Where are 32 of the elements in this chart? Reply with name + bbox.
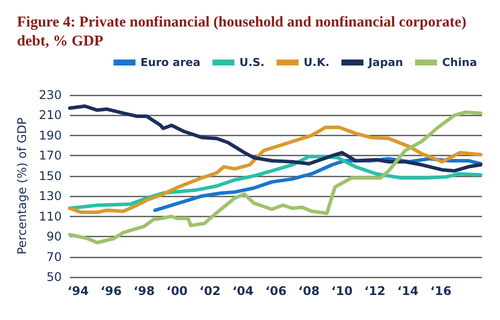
x-tick-label: ‘08 [298, 284, 320, 298]
legend-label: Japan [367, 56, 404, 69]
legend-label: U.K. [304, 56, 330, 69]
line-series [68, 110, 482, 244]
y-tick-label: 150 [38, 168, 62, 183]
chart-title: Figure 4: Private nonfinancial (household and nonfinancial corporate) debt, % GDP [17, 14, 470, 50]
x-tick-label: ‘96 [100, 284, 122, 298]
x-tick-label: ‘02 [199, 284, 221, 298]
legend-label: Euro area [140, 56, 200, 69]
y-tick-label: 50 [46, 270, 62, 284]
y-tick-label: 210 [38, 108, 62, 122]
x-tick-label: ‘16 [430, 284, 452, 298]
x-tick-label: ‘06 [265, 284, 287, 298]
y-tick-label: 110 [38, 209, 62, 224]
x-tick-label: ‘98 [133, 284, 155, 298]
line-series [68, 104, 482, 173]
x-tick-label: ‘10 [331, 284, 353, 298]
x-tick-label: ‘14 [397, 284, 419, 298]
y-tick-label: 230 [38, 88, 62, 102]
x-tick-label: ‘04 [232, 284, 254, 298]
legend-label: U.S. [239, 56, 265, 69]
y-tick-label: 130 [38, 189, 62, 204]
x-tick-label: ‘94 [67, 284, 89, 298]
line-series [68, 126, 482, 214]
y-tick-label: 190 [38, 128, 62, 142]
x-tick-label: ‘00 [166, 284, 188, 298]
y-axis-title: Percentage (%) of GDP [15, 117, 29, 255]
legend-label: China [442, 56, 478, 69]
y-tick-label: 170 [38, 148, 62, 163]
y-tick-label: 70 [46, 250, 62, 264]
x-tick-label: ‘12 [364, 284, 386, 298]
y-tick-label: 90 [46, 230, 62, 244]
